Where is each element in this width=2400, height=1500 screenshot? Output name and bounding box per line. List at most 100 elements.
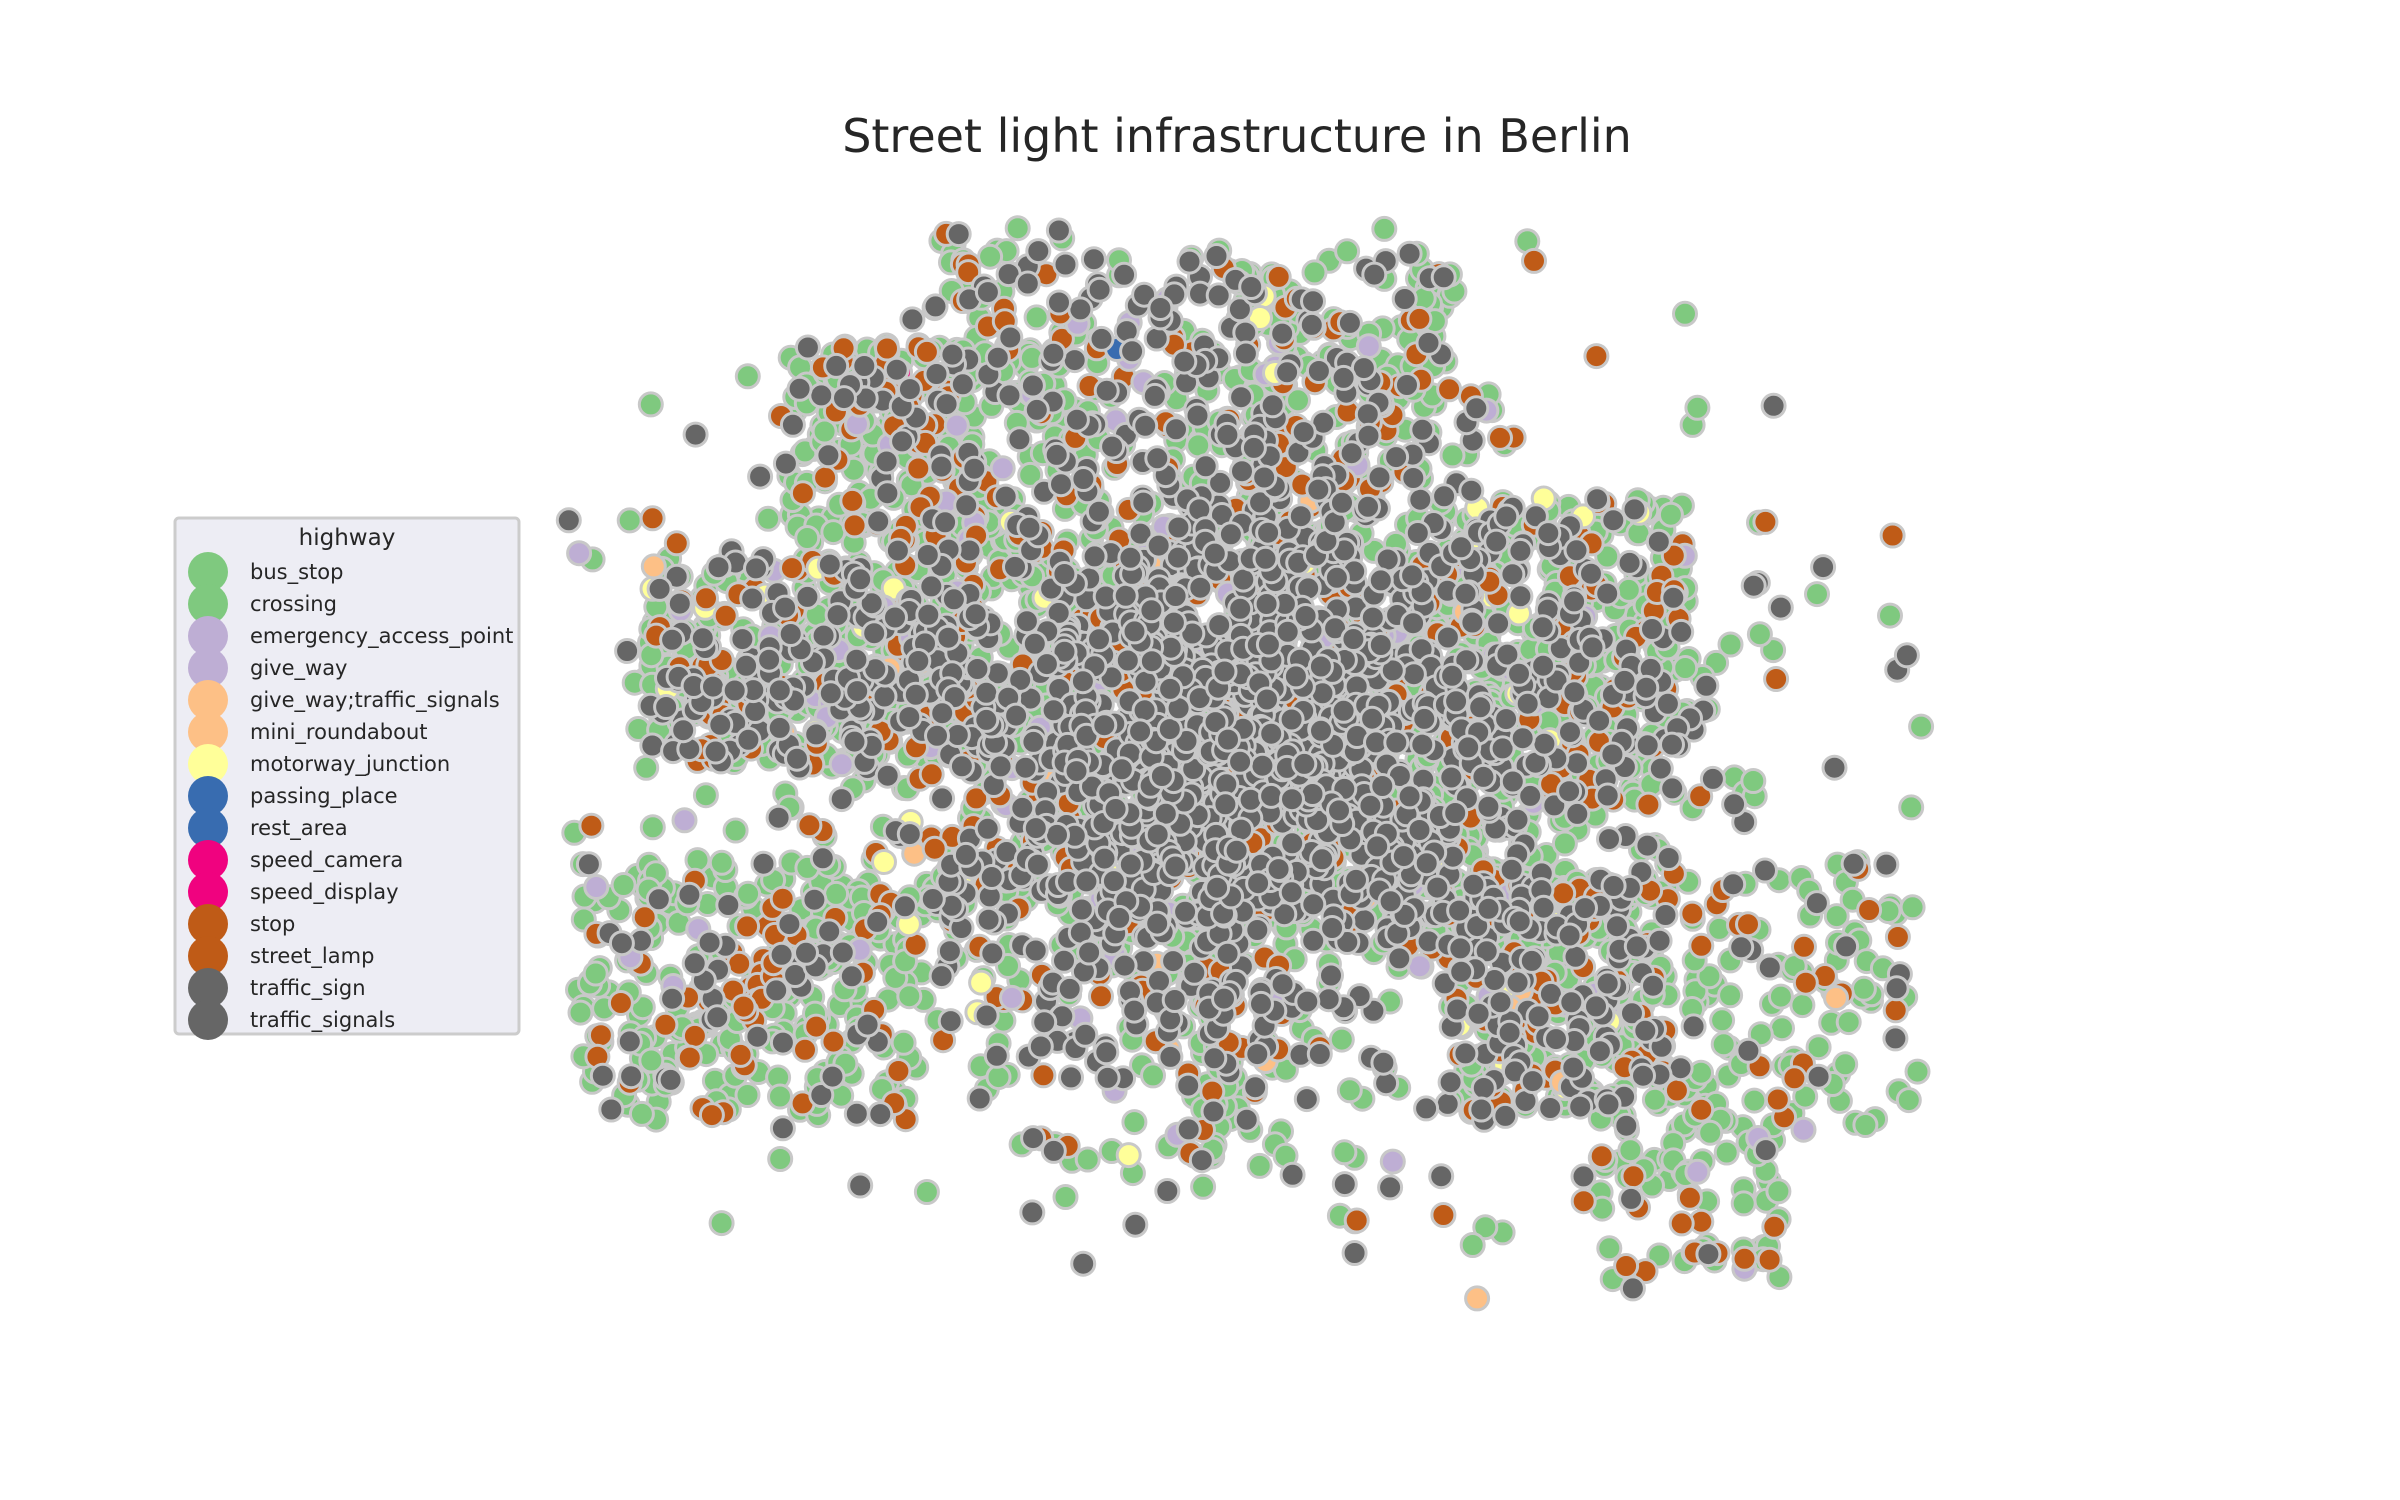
point-stop xyxy=(913,338,940,365)
point-traffic-signals xyxy=(1045,217,1072,244)
point-stop xyxy=(1088,983,1114,1010)
point-bus-stop xyxy=(1835,1009,1862,1036)
point-bus-stop xyxy=(1709,1007,1736,1034)
point-bus-stop xyxy=(985,1064,1012,1091)
point-motorway-junction xyxy=(968,969,995,996)
point-bus-stop xyxy=(1052,1184,1079,1210)
point-bus-stop xyxy=(1617,1137,1644,1164)
point-traffic-signals xyxy=(1306,1041,1333,1067)
point-bus-stop xyxy=(633,754,660,781)
point-traffic-signals xyxy=(1409,731,1436,758)
point-stop xyxy=(607,990,634,1016)
point-stop xyxy=(1613,1253,1640,1279)
point-stop xyxy=(874,335,900,362)
point-bus-stop xyxy=(1004,215,1031,242)
point-traffic-signals xyxy=(974,815,1001,842)
point-bus-stop xyxy=(1140,1062,1166,1089)
point-bus-stop xyxy=(820,519,847,546)
point-bus-stop xyxy=(1713,1139,1740,1166)
point-traffic-signals xyxy=(1022,937,1049,964)
point-traffic-signals xyxy=(1810,554,1837,581)
point-stop xyxy=(769,885,796,912)
point-stop xyxy=(796,812,823,839)
point-bus-stop xyxy=(1336,1077,1363,1104)
point-traffic-signals xyxy=(555,507,582,534)
point-stop xyxy=(727,1041,754,1068)
point-bus-stop xyxy=(755,505,782,532)
point-traffic-signals xyxy=(1564,750,1590,777)
point-give-way xyxy=(989,455,1016,482)
point-bus-stop xyxy=(1285,387,1311,414)
point-traffic-signals xyxy=(1244,1041,1271,1068)
point-stop xyxy=(820,1028,847,1055)
point-bus-stop xyxy=(1615,576,1642,603)
point-bus-stop xyxy=(1717,631,1744,658)
point-stop xyxy=(1781,1065,1808,1092)
point-bus-stop xyxy=(1023,304,1050,331)
point-traffic-signals xyxy=(815,442,842,469)
point-bus-stop xyxy=(1769,1015,1795,1042)
point-stop xyxy=(1265,263,1292,290)
point-bus-stop xyxy=(1551,830,1578,857)
point-traffic-signals xyxy=(776,911,803,938)
point-bus-stop xyxy=(1334,238,1361,265)
point-traffic-signals xyxy=(1693,672,1720,699)
point-stop xyxy=(1679,900,1706,927)
point-stop xyxy=(693,585,719,612)
point-mini-roundabout xyxy=(1464,1285,1491,1312)
point-give-way xyxy=(999,984,1025,1011)
point-give-way xyxy=(566,540,593,567)
point-stop xyxy=(1735,911,1761,938)
point-traffic-signals xyxy=(1131,697,1158,724)
point-bus-stop xyxy=(1898,794,1925,821)
point-traffic-signals xyxy=(1146,968,1172,994)
point-traffic-signals xyxy=(1122,1211,1149,1238)
point-traffic-signals xyxy=(1578,560,1604,587)
point-traffic-signals xyxy=(1407,486,1434,513)
point-traffic-signals xyxy=(1424,874,1451,901)
point-give-way xyxy=(583,874,610,900)
point-bus-stop xyxy=(734,1082,761,1108)
point-traffic-signals xyxy=(828,786,855,813)
point-bus-stop xyxy=(1596,1235,1623,1262)
point-bus-stop xyxy=(896,983,923,1010)
point-bus-stop xyxy=(616,507,643,534)
point-traffic-signals xyxy=(1287,503,1314,530)
point-stop xyxy=(1763,666,1790,692)
point-bus-stop xyxy=(638,1047,665,1074)
point-traffic-signals xyxy=(1319,915,1346,941)
point-bus-stop xyxy=(1852,1112,1879,1138)
point-bus-stop xyxy=(1895,1087,1922,1114)
point-bus-stop xyxy=(1657,501,1684,528)
point-street-lamp xyxy=(1343,1207,1370,1234)
point-bus-stop xyxy=(1190,1173,1217,1200)
point-stop xyxy=(905,455,932,482)
point-bus-stop xyxy=(1672,655,1699,681)
point-traffic-signals xyxy=(1279,830,1306,857)
point-traffic-signals xyxy=(1458,477,1485,504)
point-stop xyxy=(792,1036,818,1063)
point-give-way xyxy=(671,807,698,834)
point-bus-stop xyxy=(767,1083,793,1110)
point-stop xyxy=(1761,1213,1788,1240)
point-give-way xyxy=(828,751,855,778)
point-bus-stop xyxy=(1832,1051,1859,1078)
point-stop xyxy=(1436,376,1463,403)
point-bus-stop xyxy=(1017,461,1044,488)
point-bus-stop xyxy=(1730,1190,1757,1217)
point-stop xyxy=(1668,1210,1695,1237)
point-traffic-signals xyxy=(1233,1106,1260,1133)
point-bus-stop xyxy=(823,880,850,907)
point-stop xyxy=(1635,791,1662,818)
point-bus-stop xyxy=(1765,1178,1792,1205)
point-traffic-signals xyxy=(1351,907,1378,934)
point-traffic-signals xyxy=(1434,1090,1461,1117)
point-traffic-signals xyxy=(1300,891,1327,918)
point-stop xyxy=(1487,424,1513,451)
point-bus-stop xyxy=(1328,1026,1355,1053)
point-traffic-signals xyxy=(867,1101,894,1128)
point-traffic-signals xyxy=(847,1172,874,1199)
point-bus-stop xyxy=(1439,442,1466,469)
point-bus-stop xyxy=(637,391,664,418)
